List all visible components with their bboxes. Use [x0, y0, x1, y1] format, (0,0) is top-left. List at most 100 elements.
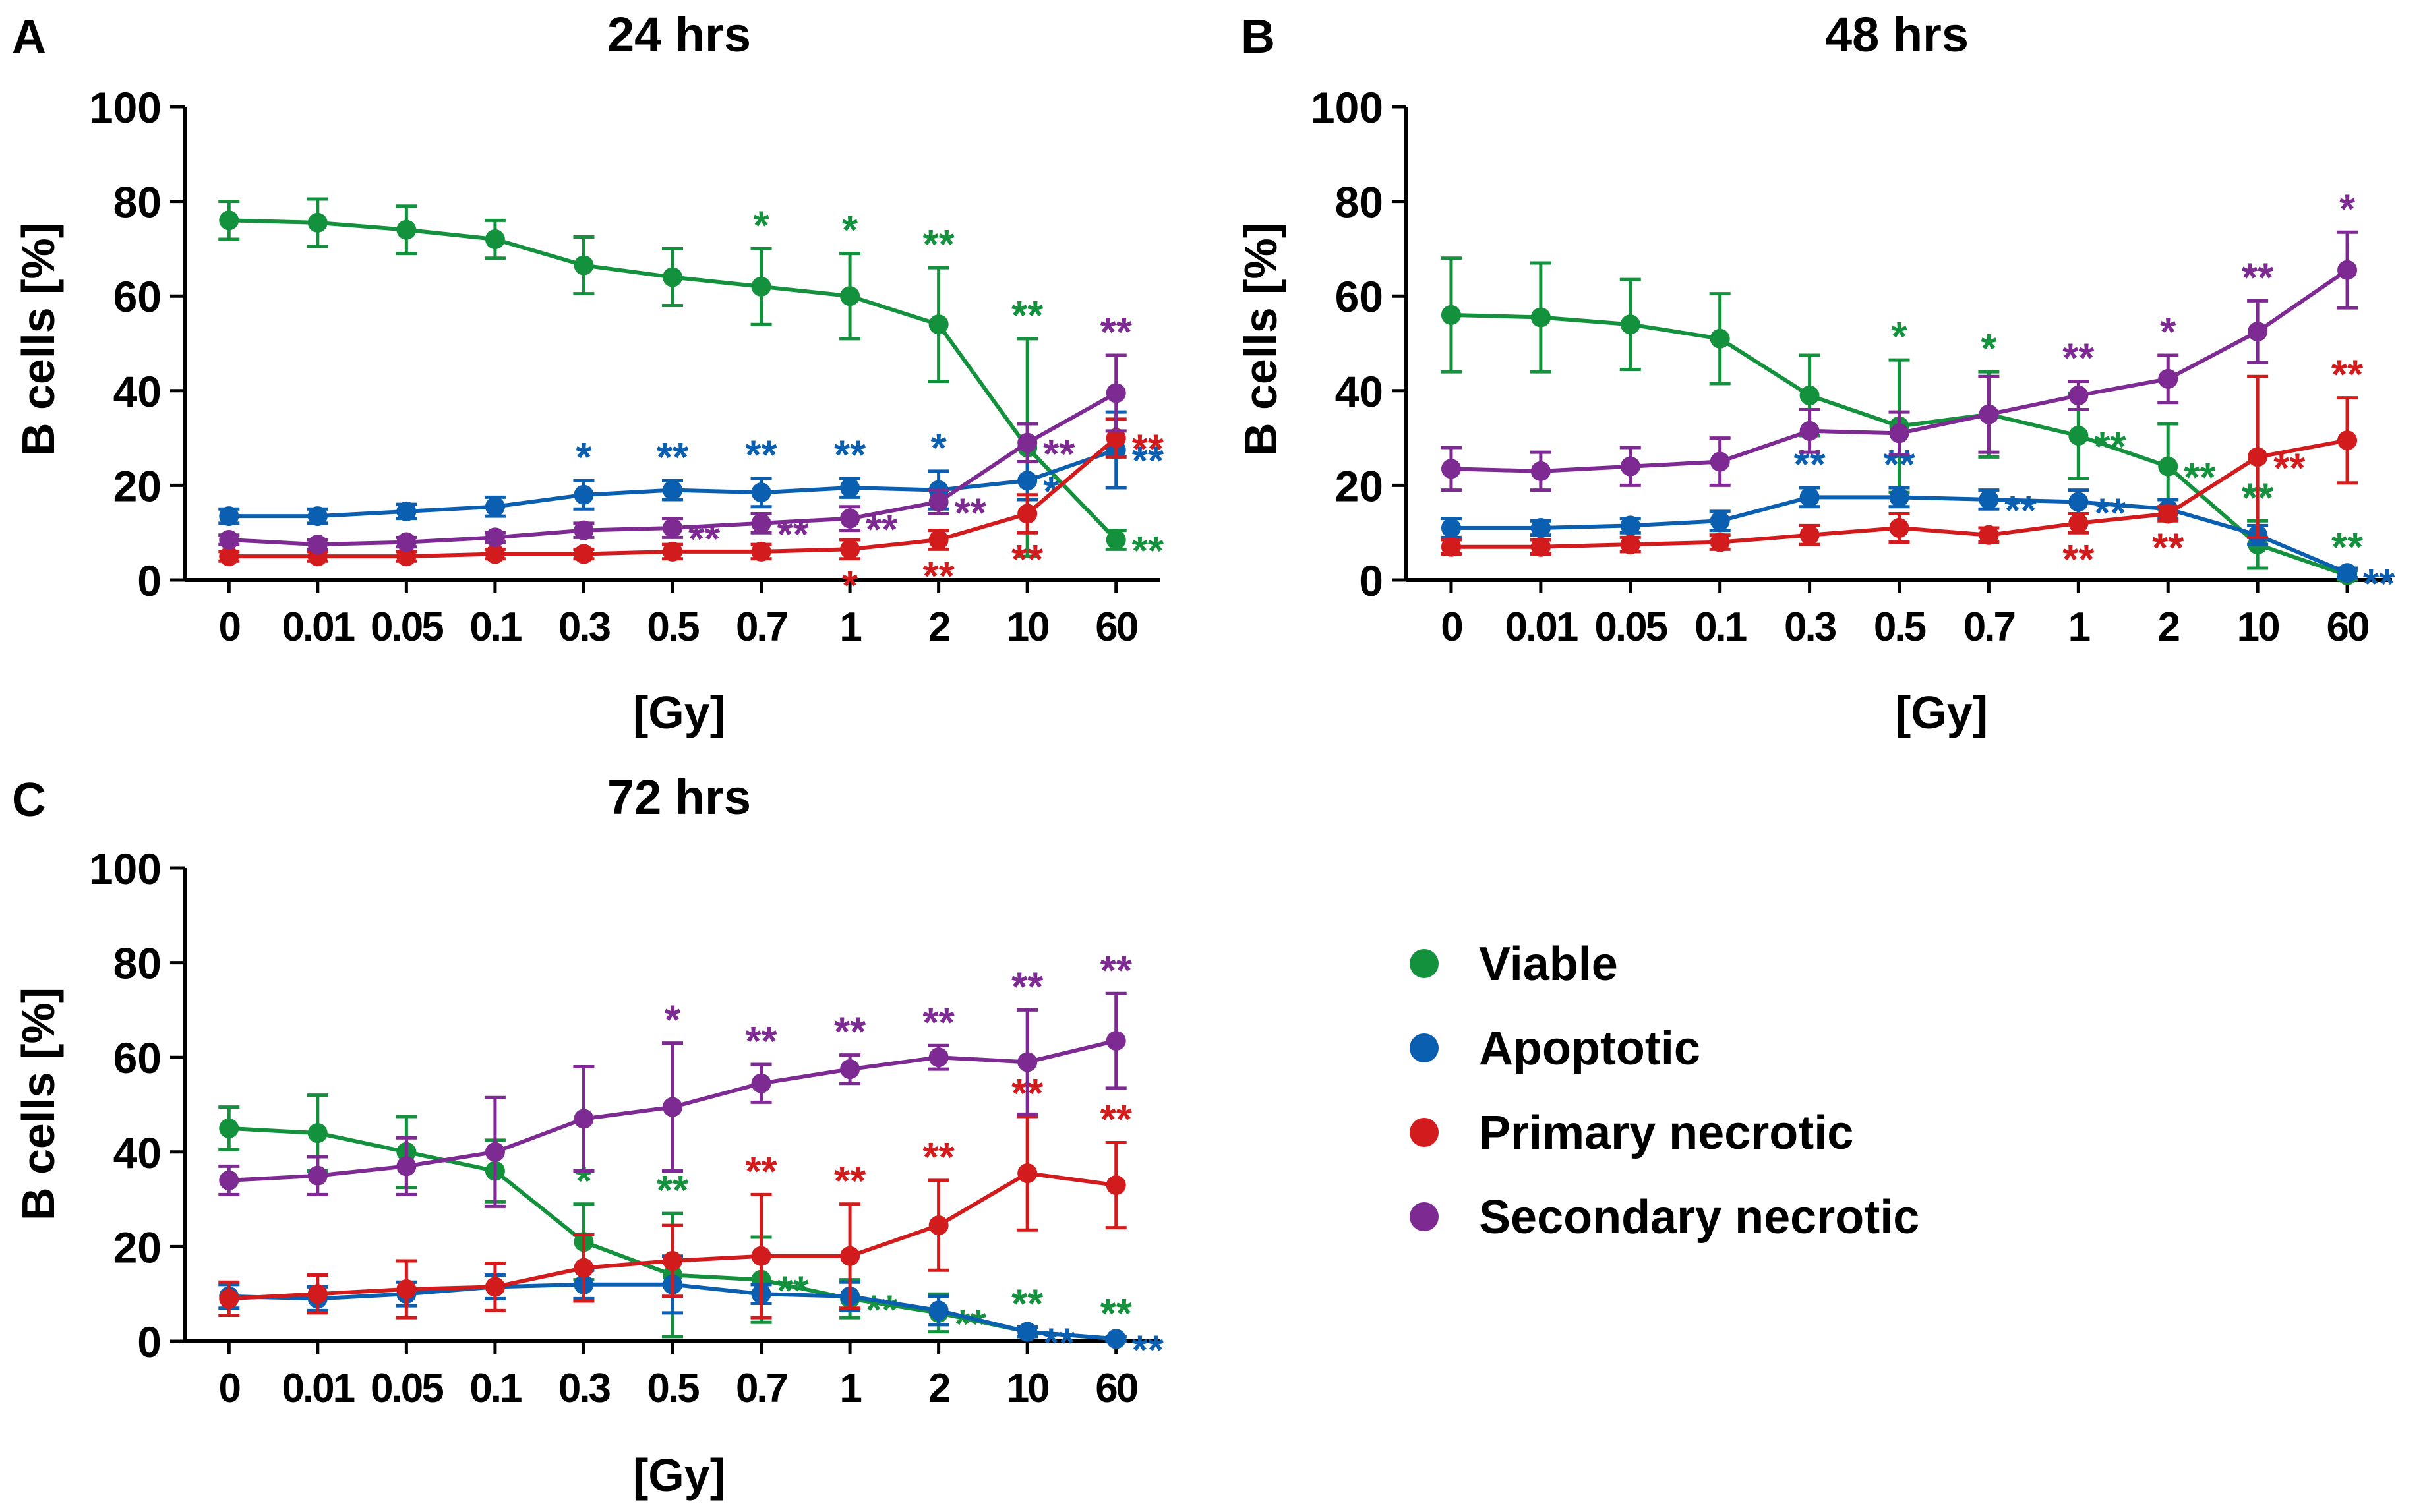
series-secondary: * ** ** **** **: [218, 948, 1133, 1208]
data-point: [928, 314, 949, 335]
significance-marker: **: [834, 1159, 866, 1204]
data-point: [219, 1170, 239, 1190]
data-point: [1106, 383, 1126, 403]
y-tick-label: 60: [113, 272, 162, 321]
x-tick-label: 0.05: [371, 604, 443, 650]
data-point: [1979, 404, 1999, 424]
x-tick-label: 10: [1007, 1366, 1048, 1411]
data-point: [663, 1097, 682, 1117]
legend-label: Secondary necrotic: [1479, 1191, 1919, 1244]
data-point: [1799, 385, 1820, 405]
data-point: [485, 229, 505, 250]
significance-marker: *: [2160, 310, 2176, 355]
data-point: [1979, 525, 1999, 545]
data-point: [1710, 532, 1730, 552]
x-tick-label: 0.7: [736, 604, 787, 650]
data-point: [2158, 368, 2178, 389]
series-primary: * ** ****: [218, 417, 1164, 609]
chart-title: 48 hrs: [1825, 7, 1969, 62]
x-axis-label: [Gy]: [633, 687, 725, 738]
data-point: [663, 541, 682, 562]
data-point: [840, 477, 860, 498]
data-point: [1889, 487, 1909, 508]
data-point: [2068, 513, 2089, 533]
significance-marker: *: [931, 426, 947, 471]
significance-marker: **: [1043, 432, 1075, 477]
legend-label: Viable: [1479, 938, 1618, 991]
significance-marker: **: [1043, 1321, 1075, 1366]
x-tick-label: 0.5: [647, 1366, 699, 1411]
data-point: [574, 255, 594, 276]
data-point: [307, 212, 328, 233]
x-tick-label: 0.3: [558, 604, 611, 650]
data-point: [663, 518, 682, 538]
data-point: [219, 529, 239, 550]
y-tick-label: 40: [1335, 367, 1383, 416]
significance-marker: **: [1011, 1281, 1044, 1327]
y-tick-label: 40: [113, 367, 162, 416]
data-point: [574, 520, 594, 540]
data-point: [396, 1156, 417, 1177]
y-tick-label: 20: [113, 461, 162, 510]
x-tick-label: 0.5: [1874, 604, 1926, 650]
significance-marker: **: [1100, 1097, 1133, 1142]
data-point: [1530, 537, 1551, 557]
x-axis-label: [Gy]: [633, 1449, 725, 1501]
data-point: [396, 501, 417, 521]
legend: Viable Apoptotic Primary necrotic Second…: [1410, 938, 1919, 1244]
x-tick-label: 1: [839, 604, 861, 650]
legend-item-apoptotic: Apoptotic: [1410, 1022, 1700, 1075]
panel-label: A: [12, 11, 46, 63]
data-point: [1441, 518, 1461, 538]
legend-marker-viable: [1410, 949, 1439, 978]
data-point: [2068, 426, 2089, 446]
legend-marker-primary-necrotic: [1410, 1118, 1439, 1147]
significance-marker: **: [866, 508, 898, 553]
significance-marker: **: [1011, 293, 1044, 339]
significance-marker: **: [1011, 537, 1044, 583]
y-tick-label: 80: [113, 178, 162, 227]
significance-marker: **: [955, 1302, 987, 1347]
data-point: [840, 539, 860, 560]
significance-marker: **: [777, 1269, 810, 1314]
data-point: [574, 1109, 594, 1129]
series-viable: * **** ** ** ** **: [218, 1093, 1133, 1349]
y-tick-label: 60: [113, 1033, 162, 1082]
significance-marker: **: [2331, 353, 2364, 398]
data-point: [2158, 504, 2178, 524]
y-tick-label: 80: [113, 939, 162, 988]
data-point: [663, 267, 682, 287]
significance-marker: *: [576, 435, 592, 480]
data-point: [485, 527, 505, 548]
significance-marker: **: [2331, 525, 2364, 571]
data-point: [485, 496, 505, 517]
data-point: [928, 1047, 949, 1068]
data-point: [307, 1123, 328, 1144]
x-tick-label: 60: [1095, 1366, 1137, 1411]
significance-marker: **: [1132, 529, 1164, 574]
data-point: [307, 1165, 328, 1186]
y-tick-label: 0: [1359, 556, 1383, 605]
x-tick-label: 60: [2327, 604, 2368, 650]
data-point: [485, 544, 505, 564]
data-point: [1530, 461, 1551, 481]
x-tick-label: 2: [928, 604, 949, 650]
y-tick-label: 0: [137, 556, 162, 605]
x-tick-label: 10: [1007, 604, 1048, 650]
data-point: [840, 1059, 860, 1080]
x-axis-label: [Gy]: [1896, 687, 1988, 738]
data-point: [2158, 456, 2178, 477]
legend-marker-apoptotic: [1410, 1033, 1439, 1062]
data-point: [663, 480, 682, 500]
significance-marker: *: [753, 203, 769, 248]
data-point: [928, 1300, 949, 1321]
data-point: [1441, 305, 1461, 325]
data-point: [928, 492, 949, 512]
significance-marker: **: [657, 1168, 689, 1213]
panel-label: B: [1241, 11, 1275, 63]
series-primary: ** ******: [1440, 353, 2364, 583]
data-point: [1017, 504, 1038, 524]
y-tick-label: 20: [1335, 461, 1383, 510]
data-point: [1799, 421, 1820, 441]
x-tick-label: 0.05: [371, 1366, 443, 1411]
